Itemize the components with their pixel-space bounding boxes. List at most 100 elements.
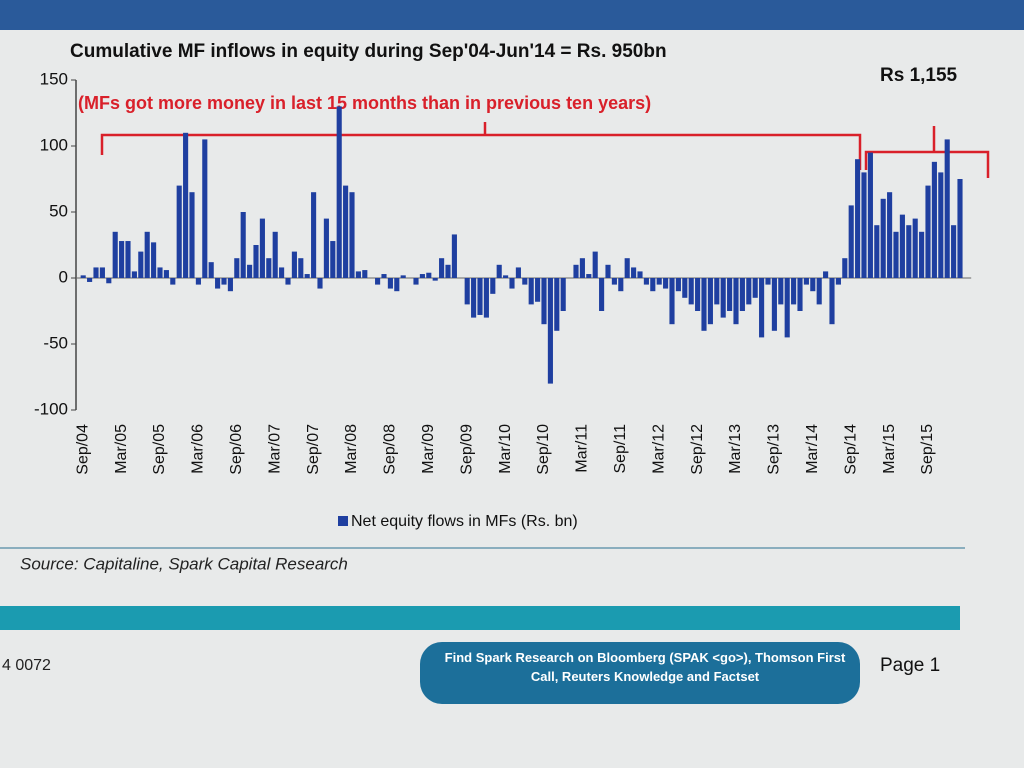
- bar: [375, 278, 381, 285]
- footer-box: [420, 642, 860, 704]
- footer-notice-wrap: Find Spark Research on Bloomberg (SPAK <…: [445, 650, 846, 684]
- bar: [151, 242, 157, 278]
- bar: [669, 278, 675, 325]
- bar: [727, 278, 733, 311]
- bar: [599, 278, 605, 311]
- bar: [221, 278, 227, 285]
- bar: [931, 161, 937, 278]
- bar: [535, 278, 541, 302]
- bar: [349, 192, 355, 278]
- bar: [899, 214, 905, 278]
- bar: [816, 278, 822, 305]
- source: Source: Capitaline, Spark Capital Resear…: [20, 554, 348, 573]
- bar: [746, 278, 752, 305]
- bar: [611, 278, 617, 285]
- bar: [272, 231, 278, 278]
- bar: [330, 241, 336, 278]
- bar: [419, 274, 425, 278]
- bar: [323, 218, 329, 278]
- x-tick-label: Mar/08: [343, 424, 360, 474]
- bar: [291, 251, 297, 278]
- x-tick-label: Sep/12: [689, 424, 706, 475]
- bar: [195, 278, 201, 285]
- x-tick-label: Mar/11: [574, 424, 591, 473]
- bar: [477, 278, 483, 315]
- bar: [509, 278, 515, 289]
- x-tick-label: Sep/04: [74, 424, 91, 475]
- bar: [880, 198, 886, 278]
- annotation: (MFs got more money in last 15 months th…: [78, 93, 651, 113]
- bar: [650, 278, 656, 292]
- bar: [311, 192, 317, 278]
- phone: 4 0072: [2, 657, 51, 674]
- bar: [80, 275, 86, 278]
- bar: [912, 218, 918, 278]
- x-tick-label: Sep/10: [535, 424, 552, 475]
- bar: [682, 278, 688, 298]
- bar: [714, 278, 720, 305]
- y-tick-label: 0: [59, 267, 68, 286]
- bar: [554, 278, 560, 331]
- bar: [784, 278, 790, 338]
- bar: [503, 275, 509, 278]
- bar: [215, 278, 221, 289]
- bar: [163, 270, 169, 278]
- bar: [861, 172, 867, 278]
- x-tick-label: Sep/15: [919, 424, 936, 475]
- bar: [362, 270, 368, 278]
- bar: [893, 231, 899, 278]
- bar: [765, 278, 771, 285]
- x-tick-label: Mar/12: [650, 424, 667, 474]
- bar: [439, 258, 445, 278]
- bar: [938, 172, 944, 278]
- bar: [874, 225, 880, 278]
- bar: [547, 278, 553, 384]
- x-tick-label: Mar/14: [804, 424, 821, 474]
- bar: [951, 225, 957, 278]
- bar: [810, 278, 816, 292]
- y-tick-label: -50: [43, 333, 68, 352]
- bar: [125, 241, 131, 278]
- bar: [605, 264, 611, 278]
- bar: [119, 241, 125, 278]
- plot: -100 -50 0 50 100 150 Sep/04 Mar/05 Sep/05 Mar/06…: [34, 69, 972, 530]
- bar: [695, 278, 701, 311]
- chart-title: Cumulative MF inflows in equity during S…: [70, 41, 667, 62]
- bar: [887, 192, 893, 278]
- bar: [381, 274, 387, 278]
- x-tick-label: Sep/11: [612, 424, 629, 474]
- bar: [618, 278, 624, 292]
- bar: [131, 271, 137, 278]
- y-tick-label: 50: [49, 201, 68, 220]
- bar: [496, 264, 502, 278]
- bar: [701, 278, 707, 331]
- x-tick-label: Sep/06: [228, 424, 245, 475]
- bar: [560, 278, 566, 311]
- bar: [413, 278, 419, 285]
- bar: [739, 278, 745, 311]
- header-band: [0, 0, 1024, 30]
- bar: [400, 275, 406, 278]
- bar: [144, 231, 150, 278]
- bar: [675, 278, 681, 292]
- bar: [317, 278, 323, 289]
- bar: [285, 278, 291, 285]
- bar: [208, 262, 214, 278]
- bar: [778, 278, 784, 305]
- bar: [426, 272, 432, 278]
- bar: [189, 192, 195, 278]
- bar: [835, 278, 841, 285]
- bar: [643, 278, 649, 285]
- bar: [906, 225, 912, 278]
- bar: [202, 139, 208, 278]
- bar: [483, 278, 489, 318]
- bar: [842, 258, 848, 278]
- bar: [451, 234, 457, 278]
- bracket-left: [100, 122, 862, 170]
- bar: [464, 278, 470, 305]
- bracket-right: [864, 126, 990, 178]
- bar: [336, 106, 342, 279]
- x-tick-label: Mar/05: [113, 424, 130, 474]
